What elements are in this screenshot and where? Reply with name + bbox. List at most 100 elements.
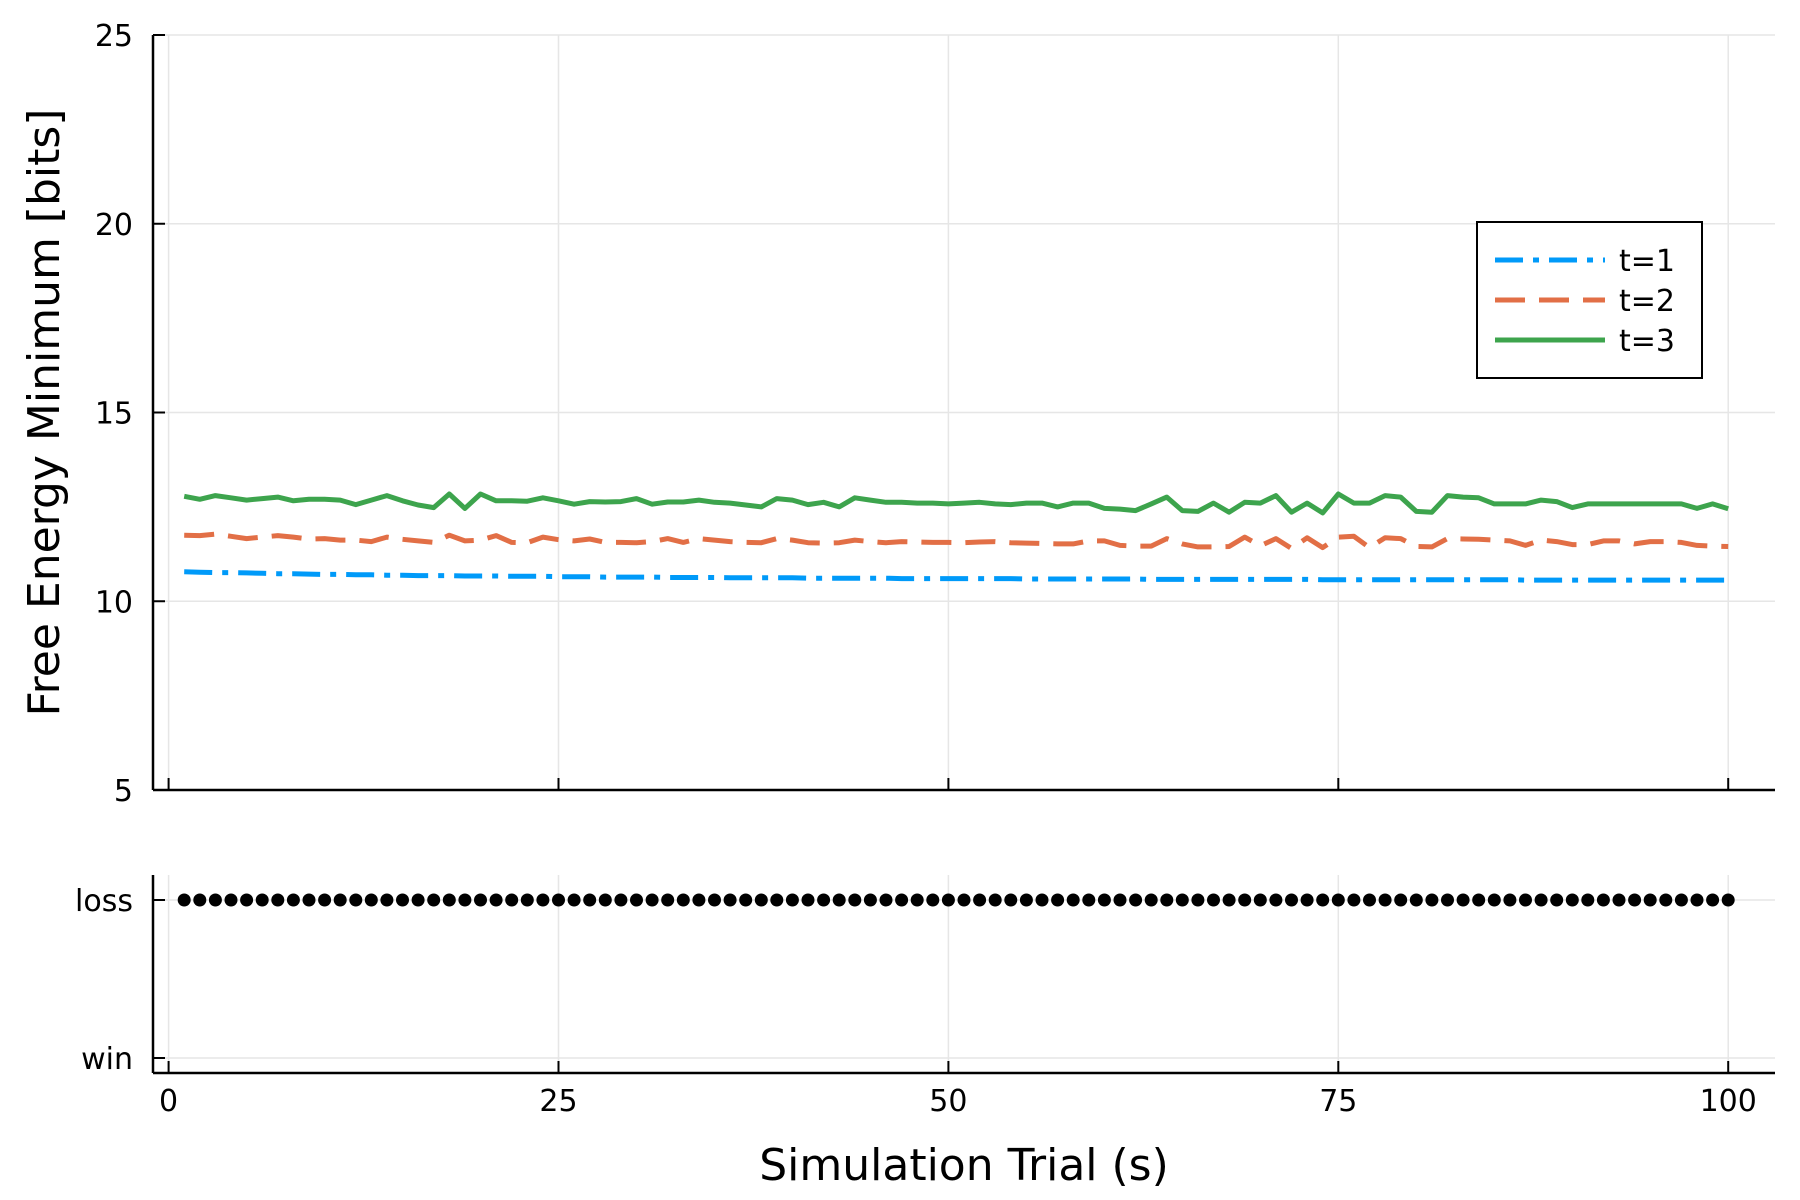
outcome-point: [863, 893, 877, 907]
outcome-point: [567, 893, 581, 907]
bottom-x-tick-label: 75: [1319, 1084, 1357, 1119]
outcome-point: [474, 893, 487, 907]
outcome-point: [1191, 893, 1205, 907]
outcome-point: [271, 893, 285, 907]
outcome-point: [1113, 893, 1127, 907]
outcome-point: [630, 893, 643, 907]
outcome-point: [879, 893, 893, 907]
outcome-point: [583, 893, 597, 907]
outcome-point: [1503, 893, 1517, 907]
legend-label-t3: t=3: [1619, 324, 1675, 359]
outcome-point: [1378, 893, 1392, 907]
outcome-point: [1581, 893, 1595, 907]
outcome-point: [1175, 893, 1189, 907]
outcome-point: [1129, 893, 1143, 907]
bottom-points: [177, 893, 1735, 907]
outcome-point: [1628, 893, 1642, 907]
outcome-point: [1144, 893, 1158, 907]
bottom-x-tick-label: 25: [539, 1084, 577, 1119]
outcome-point: [364, 893, 378, 907]
outcome-point: [442, 893, 456, 907]
outcome-point: [1253, 893, 1267, 907]
outcome-point: [411, 893, 425, 907]
outcome-point: [240, 893, 254, 907]
outcome-point: [1347, 893, 1361, 907]
top-y-tick-label: 10: [95, 585, 133, 620]
outcome-point: [739, 893, 753, 907]
outcome-point: [1456, 893, 1470, 907]
outcome-point: [380, 893, 394, 907]
top-panel: 5 10 15 20 25 Free Energy Minimum [bits] t=1…: [19, 19, 1775, 809]
outcome-point: [1269, 893, 1283, 907]
series-line-t2: [184, 531, 1729, 551]
bottom-y-tick-label-win: win: [81, 1042, 133, 1077]
outcome-point: [1222, 893, 1236, 907]
outcome-point: [1051, 893, 1065, 907]
outcome-point: [1550, 893, 1564, 907]
outcome-point: [1643, 893, 1657, 907]
outcome-point: [801, 893, 815, 907]
bottom-panel: win loss 0 25 50 75 100 Simulation Trial (s): [75, 875, 1775, 1191]
outcome-point: [1004, 893, 1018, 907]
outcome-point: [1721, 893, 1735, 907]
outcome-point: [1097, 893, 1111, 907]
outcome-point: [785, 893, 799, 907]
outcome-point: [614, 893, 628, 907]
top-y-tick-label: 15: [95, 397, 133, 432]
outcome-point: [1659, 893, 1673, 907]
outcome-point: [349, 893, 363, 907]
outcome-point: [536, 893, 550, 907]
outcome-point: [708, 893, 721, 907]
outcome-point: [1238, 893, 1252, 907]
outcome-point: [1035, 893, 1049, 907]
outcome-point: [1690, 893, 1704, 907]
outcome-point: [1316, 893, 1330, 907]
outcome-point: [832, 893, 846, 907]
outcome-point: [817, 893, 831, 907]
outcome-point: [1472, 893, 1486, 907]
outcome-point: [1285, 893, 1298, 907]
outcome-point: [177, 893, 191, 907]
legend: t=1 t=2 t=3: [1476, 221, 1703, 379]
y-axis-label: Free Energy Minimum [bits]: [19, 109, 70, 717]
outcome-point: [489, 893, 503, 907]
outcome-point: [1300, 893, 1314, 907]
outcome-point: [1519, 893, 1532, 907]
legend-label-t1: t=1: [1619, 244, 1675, 279]
outcome-point: [692, 893, 706, 907]
outcome-point: [1487, 893, 1501, 907]
outcome-point: [1596, 893, 1610, 907]
outcome-point: [520, 893, 534, 907]
outcome-point: [645, 893, 659, 907]
top-series: [183, 491, 1729, 583]
outcome-point: [1612, 893, 1626, 907]
top-y-tick-label: 20: [95, 208, 133, 243]
bottom-ticks: win loss 0 25 50 75 100: [75, 884, 1757, 1119]
outcome-point: [973, 893, 987, 907]
outcome-point: [661, 893, 675, 907]
outcome-point: [318, 893, 332, 907]
outcome-point: [676, 893, 690, 907]
outcome-point: [988, 893, 1002, 907]
outcome-point: [286, 893, 300, 907]
bottom-axes: [151, 875, 1775, 1075]
outcome-point: [193, 893, 207, 907]
outcome-point: [1674, 893, 1688, 907]
outcome-point: [224, 893, 238, 907]
outcome-point: [458, 893, 472, 907]
outcome-point: [848, 893, 862, 907]
top-ticks: 5 10 15 20 25: [95, 19, 1730, 809]
outcome-point: [255, 893, 269, 907]
outcome-point: [208, 893, 222, 907]
outcome-point: [1425, 893, 1439, 907]
outcome-point: [1409, 893, 1423, 907]
outcome-point: [941, 893, 955, 907]
outcome-point: [723, 893, 737, 907]
series-line-t1: [184, 569, 1729, 583]
outcome-point: [1394, 893, 1408, 907]
top-y-tick-label: 5: [114, 774, 133, 809]
outcome-point: [598, 893, 612, 907]
outcome-point: [1706, 893, 1720, 907]
